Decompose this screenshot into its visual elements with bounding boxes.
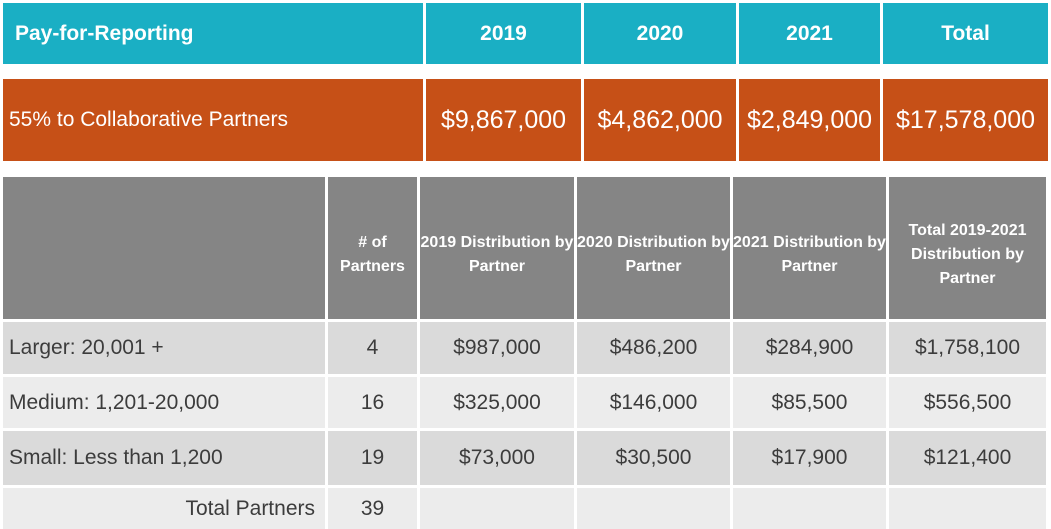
footer-empty-2020 — [577, 488, 730, 529]
table-row-2020: $146,000 — [577, 377, 730, 428]
table-row-tier: Medium: 1,201-20,000 — [3, 377, 325, 428]
table-row-2021: $17,900 — [733, 431, 886, 485]
allocation-total: $17,578,000 — [883, 79, 1048, 161]
distribution-table: # of Partners 2019 Distribution by Partn… — [3, 177, 1048, 529]
table-row-tier: Small: Less than 1,200 — [3, 431, 325, 485]
table-row-total: $1,758,100 — [889, 322, 1046, 374]
allocation-row: 55% to Collaborative Partners $9,867,000… — [3, 79, 1048, 161]
footer-empty-2021 — [733, 488, 886, 529]
header-year-2019: 2019 — [426, 3, 581, 64]
header-year-2021: 2021 — [739, 3, 880, 64]
table-row-2020: $30,500 — [577, 431, 730, 485]
header-total: Total — [883, 3, 1048, 64]
allocation-2020: $4,862,000 — [584, 79, 736, 161]
table-row-2019: $987,000 — [420, 322, 574, 374]
column-header-2019: 2019 Distribution by Partner — [420, 177, 574, 319]
allocation-label: 55% to Collaborative Partners — [3, 79, 423, 161]
total-partners-count: 39 — [328, 488, 417, 529]
table-row-2019: $73,000 — [420, 431, 574, 485]
column-header-2021: 2021 Distribution by Partner — [733, 177, 886, 319]
allocation-2019: $9,867,000 — [426, 79, 581, 161]
table-row-tier: Larger: 20,001 + — [3, 322, 325, 374]
table-row-2020: $486,200 — [577, 322, 730, 374]
column-header-partners: # of Partners — [328, 177, 417, 319]
total-partners-label: Total Partners — [3, 488, 325, 529]
footer-empty-total — [889, 488, 1046, 529]
table-row-count: 19 — [328, 431, 417, 485]
table-row-2021: $284,900 — [733, 322, 886, 374]
column-header-total: Total 2019-2021 Distribution by Partner — [889, 177, 1046, 319]
table-row-2021: $85,500 — [733, 377, 886, 428]
allocation-2021: $2,849,000 — [739, 79, 880, 161]
table-row-count: 16 — [328, 377, 417, 428]
footer-empty-2019 — [420, 488, 574, 529]
header-row: Pay-for-Reporting 2019 2020 2021 Total — [3, 3, 1048, 64]
table-row-2019: $325,000 — [420, 377, 574, 428]
table-row-count: 4 — [328, 322, 417, 374]
table-row-total: $121,400 — [889, 431, 1046, 485]
column-header-2020: 2020 Distribution by Partner — [577, 177, 730, 319]
column-header-tier — [3, 177, 325, 319]
header-year-2020: 2020 — [584, 3, 736, 64]
header-title: Pay-for-Reporting — [3, 3, 423, 64]
table-row-total: $556,500 — [889, 377, 1046, 428]
